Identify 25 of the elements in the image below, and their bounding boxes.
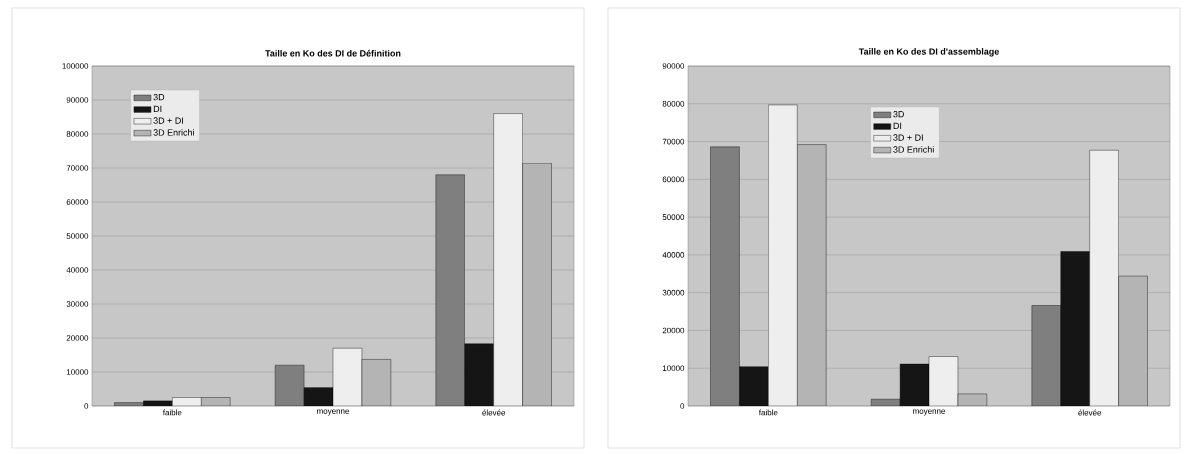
- legend-label: DI: [153, 105, 162, 112]
- bar: [1118, 275, 1148, 406]
- legend-label: 3D: [153, 93, 165, 101]
- bar: [361, 359, 392, 406]
- bar: [1060, 251, 1090, 406]
- bar: [928, 356, 959, 406]
- bar: [435, 174, 465, 406]
- bar: [797, 144, 827, 406]
- bar: [464, 343, 494, 406]
- legend-label: 3D + DI: [153, 117, 183, 124]
- legend-label: 3D Enrichi: [893, 146, 934, 153]
- bar: [710, 146, 740, 406]
- bar: [768, 104, 798, 406]
- bar: [522, 163, 552, 406]
- legend-label: DI: [893, 122, 902, 129]
- bar: [739, 366, 769, 406]
- bar: [1089, 150, 1119, 406]
- legend-label: 3D + DI: [893, 134, 923, 141]
- chart-title: Taille en Ko des DI de Définition: [265, 49, 401, 57]
- bar: [332, 348, 363, 406]
- bar: [1031, 305, 1061, 406]
- chart-title: Taille en Ko des DI d'assemblage: [858, 48, 999, 57]
- legend-label: 3D: [893, 110, 904, 118]
- bar: [493, 113, 523, 406]
- legend-label: 3D Enrichi: [153, 129, 194, 136]
